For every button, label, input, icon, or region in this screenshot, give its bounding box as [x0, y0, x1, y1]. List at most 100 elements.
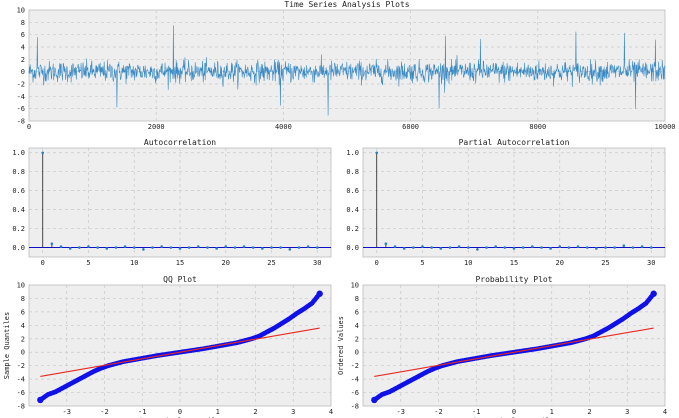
acf-stem-marker — [169, 246, 173, 249]
pacf-panel: Partial Autocorrelation 0 5 10 15 20 25 30 0.0 0.… — [346, 138, 666, 267]
acf-stem-marker — [297, 246, 301, 249]
acf-xtick-label: 10 — [130, 259, 138, 267]
acf-stem-marker — [306, 245, 310, 248]
qq-ytick-label: 4 — [21, 322, 25, 330]
pacf-xtick-label: 10 — [464, 259, 472, 267]
pacf-stem-marker — [412, 246, 415, 249]
qq-xtick-label: 3 — [291, 408, 295, 416]
pacf-stem-marker — [649, 246, 653, 249]
acf-stem-marker — [105, 247, 109, 250]
acf-stem-marker — [242, 245, 246, 248]
qq-xtick-label: -3 — [63, 408, 71, 416]
pacf-stem-marker — [604, 246, 607, 249]
acf-xtick-label: 0 — [41, 259, 45, 267]
ts-xtick-label: 0 — [27, 123, 31, 131]
qq-xtick-label: 0 — [178, 408, 182, 416]
acf-stem-marker — [197, 245, 200, 248]
qq-ytick-label: -4 — [17, 376, 25, 384]
acf-stem-marker — [50, 242, 54, 246]
pacf-stem-marker — [576, 245, 580, 248]
pacf-stem-marker — [558, 245, 562, 248]
prob-panel: Probability Plot -3 -2 -1 0 1 2 3 4 -8 -6 -4 -2 0 2 4 6 8… — [337, 275, 667, 418]
ts-ytick-label: 4 — [21, 44, 25, 52]
qq-panel: QQ Plot-3-2-101234-8-6-4-20246810Theoret… — [3, 275, 333, 418]
acf-xtick-label: 20 — [222, 259, 230, 267]
pacf-xtick-label: 5 — [420, 259, 424, 267]
ts-ytick-label: 10 — [17, 7, 25, 15]
pacf-ytick-label: 0.0 — [346, 244, 359, 252]
prob-xtick-label: -1 — [472, 408, 480, 416]
ts-xtick-label: 10000 — [654, 123, 675, 131]
acf-stem-marker — [68, 247, 72, 250]
pacf-stem-marker — [494, 245, 497, 248]
pacf-stem-marker — [457, 245, 461, 248]
pacf-ytick-label: 0.2 — [346, 225, 359, 233]
ts-ytick-label: 0 — [21, 68, 25, 76]
ts-ytick-label: 6 — [21, 31, 25, 39]
prob-ytick-label: -8 — [351, 403, 359, 411]
acf-stem-marker — [270, 246, 273, 249]
pacf-stem-marker — [393, 245, 397, 248]
pacf-ytick-label: 0.6 — [346, 187, 359, 195]
qq-xtick-label: 2 — [253, 408, 257, 416]
pacf-xtick-label: 0 — [375, 259, 379, 267]
acf-ytick-label: 0.4 — [12, 206, 25, 214]
qq-ytick-label: -8 — [17, 403, 25, 411]
qq-xtick-label: 4 — [329, 408, 333, 416]
pacf-stem-marker — [402, 247, 406, 250]
prob-ytick-label: -2 — [351, 362, 359, 370]
prob-ytick-label: -4 — [351, 376, 359, 384]
acf-stem-marker — [59, 245, 63, 248]
pacf-title: Partial Autocorrelation — [459, 138, 570, 147]
qq-ytick-label: 0 — [21, 349, 25, 357]
qq-title: QQ Plot — [163, 275, 197, 284]
acf-xtick-label: 5 — [86, 259, 90, 267]
prob-xtick-label: 0 — [512, 408, 516, 416]
ts-title: Time Series Analysis Plots — [284, 0, 409, 9]
pacf-stem-marker — [595, 247, 598, 250]
qq-ytick-label: -2 — [17, 362, 25, 370]
qq-ytick-label: 2 — [21, 335, 25, 343]
pacf-stem-marker — [384, 242, 388, 246]
ts-ytick-label: -2 — [17, 81, 25, 89]
prob-ytick-label: 6 — [355, 308, 359, 316]
ts-ytick-label: 8 — [21, 19, 25, 27]
pacf-stem-marker — [503, 246, 507, 249]
acf-stem-marker — [315, 246, 319, 249]
acf-stem-marker — [114, 246, 118, 249]
pacf-ytick-label: 1.0 — [346, 149, 359, 157]
prob-ytick-label: 8 — [355, 295, 359, 303]
ts-panel: Time Series Analysis Plots 0 2000 4000 6000 8… — [17, 0, 676, 131]
pacf-stem-marker — [567, 246, 571, 249]
acf-stem-marker — [123, 245, 127, 248]
ts-ytick-label: -8 — [17, 118, 25, 126]
qq-extreme-point — [37, 396, 44, 404]
prob-ytick-label: -6 — [351, 389, 359, 397]
pacf-stem-marker — [439, 247, 443, 250]
pacf-ytick-label: 0.4 — [346, 206, 359, 214]
acf-stem-marker — [215, 247, 218, 250]
acf-stem-marker — [206, 246, 209, 249]
qq-xtick-label: -2 — [100, 408, 108, 416]
prob-fit-line — [374, 327, 654, 377]
qq-ylabel: Sample Quantiles — [3, 312, 11, 379]
prob-xtick-label: -3 — [397, 408, 405, 416]
ts-ytick-label: -4 — [17, 93, 25, 101]
prob-ylabel: Ordered Values — [337, 316, 345, 375]
ts-xtick-label: 6000 — [402, 123, 419, 131]
acf-stem-marker — [251, 246, 255, 249]
prob-xtick-label: 2 — [587, 408, 591, 416]
acf-xtick-label: 30 — [313, 259, 321, 267]
acf-stem-marker — [279, 246, 282, 249]
acf-title: Autocorrelation — [144, 138, 216, 147]
prob-ytick-label: 2 — [355, 335, 359, 343]
pacf-stem-marker — [476, 248, 479, 251]
acf-stem-marker — [142, 248, 145, 251]
qq-ytick-label: -6 — [17, 389, 25, 397]
acf-ytick-label: 0.2 — [12, 225, 25, 233]
prob-title: Probability Plot — [475, 275, 552, 284]
acf-xtick-label: 25 — [267, 259, 275, 267]
pacf-xtick-label: 15 — [510, 259, 518, 267]
ts-xtick-label: 2000 — [148, 123, 165, 131]
